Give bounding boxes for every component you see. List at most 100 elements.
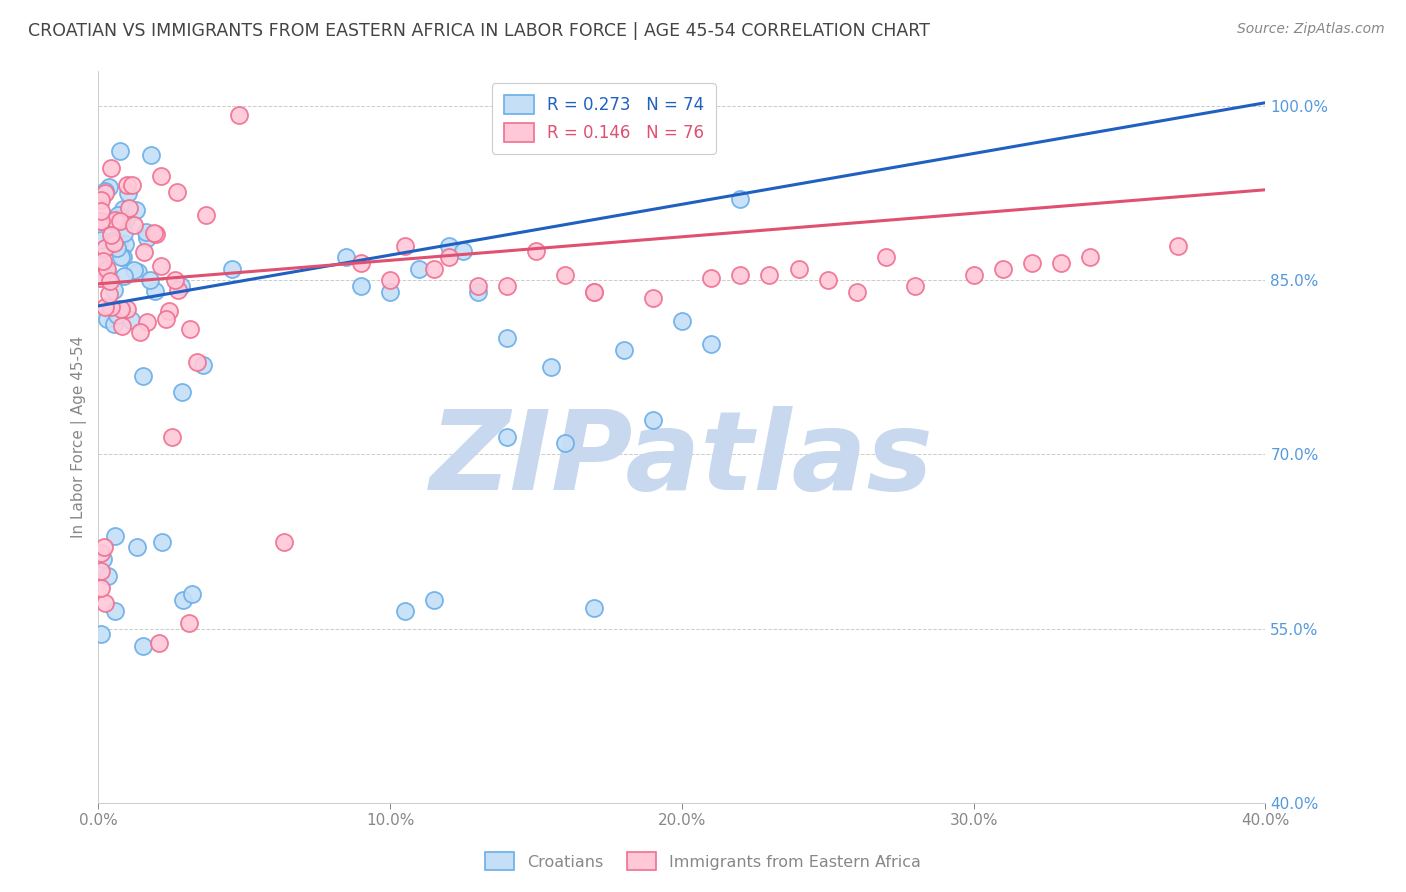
Point [118,201,141,215]
Point [104,604,127,618]
Point [103,317,125,331]
Point [90,627,112,641]
Point [132,639,155,653]
Point [583,285,606,299]
Point [394,604,416,618]
Point [496,430,519,444]
Point [108,213,131,227]
Point [496,279,519,293]
Point [730,192,752,206]
Point [350,279,373,293]
Point [128,325,150,339]
Point [122,262,145,277]
Point [103,283,125,297]
Point [145,284,167,298]
Point [141,148,163,162]
Point [111,318,134,333]
Point [90,564,112,578]
Point [350,256,373,270]
Point [100,228,122,243]
Text: CROATIAN VS IMMIGRANTS FROM EASTERN AFRICA IN LABOR FORCE | AGE 45-54 CORRELATIO: CROATIAN VS IMMIGRANTS FROM EASTERN AFRI… [28,22,929,40]
Point [93,541,115,555]
Point [423,592,446,607]
Point [108,144,131,158]
Point [149,259,172,273]
Point [94,596,117,610]
Point [423,261,446,276]
Point [437,250,460,264]
Point [96,264,118,278]
Point [112,226,135,240]
Point [787,261,810,276]
Point [583,285,606,299]
Point [186,355,208,369]
Point [273,534,295,549]
Point [228,108,250,122]
Point [380,273,402,287]
Point [408,261,430,276]
Point [90,546,112,560]
Point [105,308,128,322]
Point [145,227,167,242]
Point [125,202,148,217]
Point [121,178,143,192]
Point [127,265,149,279]
Point [170,279,193,293]
Point [98,303,121,318]
Point [94,186,117,200]
Point [107,235,129,250]
Point [93,300,115,314]
Point [90,193,112,207]
Point [700,337,723,351]
Point [221,262,243,277]
Point [166,186,188,200]
Point [467,279,489,293]
Point [467,285,489,299]
Point [612,343,634,357]
Point [90,270,112,285]
Point [117,186,139,201]
Point [108,302,131,317]
Point [671,314,693,328]
Point [380,285,402,299]
Point [114,236,136,251]
Point [540,360,562,375]
Point [641,291,664,305]
Text: Source: ZipAtlas.com: Source: ZipAtlas.com [1237,22,1385,37]
Point [100,300,122,314]
Point [583,600,606,615]
Point [179,322,201,336]
Point [991,261,1014,276]
Point [98,180,121,194]
Point [157,304,180,318]
Point [97,287,120,301]
Point [166,284,188,298]
Point [90,214,112,228]
Point [132,369,155,384]
Point [90,203,112,218]
Point [193,358,215,372]
Point [107,208,129,222]
Point [904,279,927,293]
Point [111,211,134,226]
Point [110,212,132,227]
Point [104,529,127,543]
Point [120,313,142,327]
Point [135,225,157,239]
Point [138,273,160,287]
Point [148,635,170,649]
Point [93,552,115,566]
Point [90,213,112,227]
Point [700,271,723,285]
Point [100,234,122,248]
Point [97,569,120,583]
Point [437,238,460,252]
Point [115,178,138,192]
Point [127,541,149,555]
Point [91,254,114,268]
Point [103,235,125,250]
Point [132,245,155,260]
Point [104,215,127,229]
Point [496,331,519,345]
Point [110,251,132,265]
